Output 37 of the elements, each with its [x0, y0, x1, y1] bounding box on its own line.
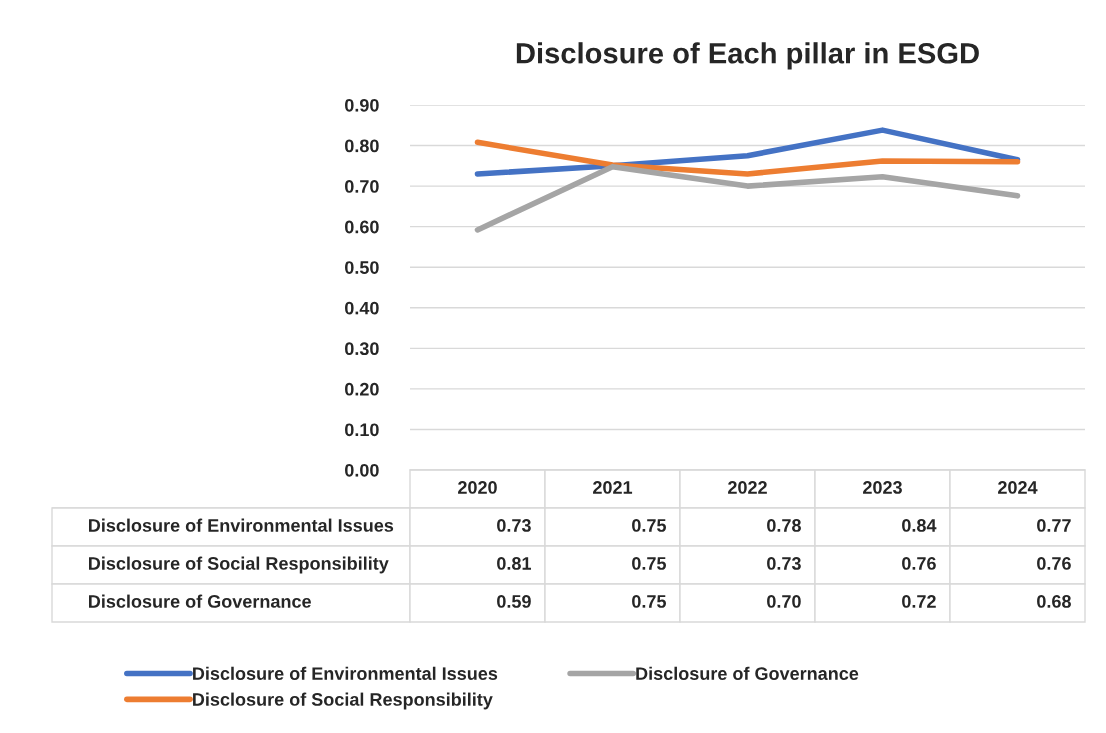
y-tick-label: 0.60	[345, 220, 379, 234]
data-label: 0.77	[1037, 519, 1071, 532]
chart-title: Disclosure of Each pillar in ESGD	[516, 42, 979, 70]
data-label: 0.70	[767, 595, 801, 608]
data-label: 0.72	[902, 595, 936, 608]
text: Disclosure of Environmental Issues	[89, 518, 394, 532]
text: Disclosure of Governance	[89, 594, 311, 608]
data-label: 0.75	[632, 557, 666, 570]
y-tick-label: 0.10	[345, 423, 379, 437]
data-label: 0.75	[632, 595, 666, 608]
y-tick-label: 0.70	[345, 180, 379, 193]
data-label: 0.68	[1037, 595, 1071, 608]
x-tick-label: 2021	[593, 481, 633, 494]
legend-label: Disclosure of Governance	[636, 666, 859, 680]
y-tick-label: 0.30	[345, 342, 379, 356]
data-label: 0.73	[767, 557, 801, 570]
y-tick-label: 0.40	[345, 301, 379, 315]
data-label: 0.78	[767, 519, 801, 532]
legend-label: Disclosure of Social Responsibility	[193, 692, 493, 710]
data-label: 0.84	[902, 519, 937, 532]
legend-label: Disclosure of Environmental Issues	[193, 666, 498, 680]
data-label: 0.76	[902, 557, 936, 570]
data-label: 0.81	[497, 557, 531, 570]
y-tick-label: 0.50	[345, 261, 379, 274]
data-label: 0.76	[1037, 557, 1071, 570]
y-tick-label: 0.80	[345, 139, 379, 153]
x-tick-label: 2024	[998, 481, 1038, 494]
data-label: 0.73	[497, 519, 531, 532]
data-label: 0.59	[497, 595, 531, 608]
x-tick-label: 2023	[863, 481, 902, 494]
y-tick-label: 0.90	[345, 98, 379, 112]
y-tick-label: 0.00	[345, 463, 379, 477]
y-tick-label: 0.20	[345, 382, 379, 396]
data-label: 0.75	[632, 519, 666, 532]
text: Disclosure of Social Responsibility	[89, 556, 389, 574]
x-tick-label: 2020	[458, 481, 497, 494]
x-tick-label: 2022	[728, 481, 767, 494]
